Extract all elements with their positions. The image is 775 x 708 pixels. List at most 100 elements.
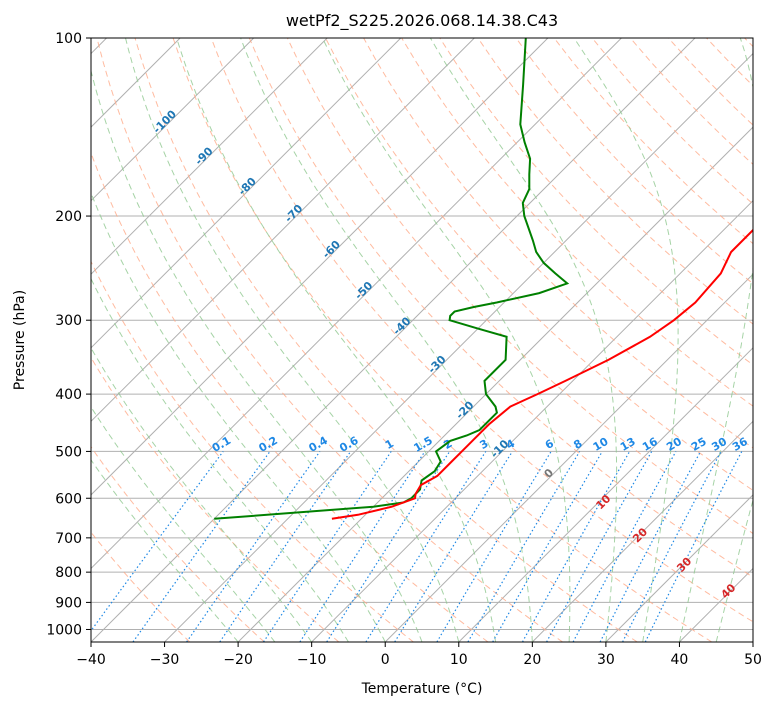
isotherm-line xyxy=(91,38,475,423)
y-tick-label: 700 xyxy=(55,531,82,547)
isotherm-line xyxy=(531,420,753,642)
moist-adiabat-line xyxy=(429,38,618,642)
temperature-series-line xyxy=(331,228,753,520)
isotherm-line xyxy=(458,347,753,642)
moist-adiabat-line xyxy=(91,277,349,642)
y-tick-label: 100 xyxy=(55,31,82,47)
isotherm-label: -50 xyxy=(352,279,375,302)
x-tick-label: 50 xyxy=(744,652,762,668)
y-tick-label: 500 xyxy=(55,444,82,460)
dry-adiabat-line xyxy=(286,38,753,535)
dry-adiabat-line xyxy=(325,38,753,491)
isotherm-label: -100 xyxy=(150,107,179,136)
moist-adiabat-line xyxy=(91,191,386,642)
x-tick-label: −40 xyxy=(76,652,106,668)
mixing-ratio-line xyxy=(436,451,552,642)
y-tick-label: 600 xyxy=(55,491,82,507)
y-tick-label: 900 xyxy=(55,595,82,611)
moist-adiabat-line xyxy=(176,38,497,642)
isotherm-line xyxy=(752,641,753,642)
mixing-ratio-line xyxy=(467,451,581,642)
mixing-ratio-line xyxy=(186,451,321,642)
y-tick-label: 800 xyxy=(55,565,82,581)
mixing-ratio-line xyxy=(572,451,677,642)
moist-adiabat-line xyxy=(91,406,276,642)
y-tick-label: 400 xyxy=(55,387,82,403)
isotherm-label: -80 xyxy=(236,175,259,198)
plot-frame xyxy=(90,37,754,643)
y-axis-label: Pressure (hPa) xyxy=(12,290,28,390)
x-axis-label: Temperature (°C) xyxy=(361,681,483,697)
isotherm-label: -70 xyxy=(282,202,305,225)
dry-adiabat-line xyxy=(744,38,753,48)
y-axis-ticks: 1000 900 800 700 600 500 400 300 200 100 xyxy=(46,31,91,638)
y-tick-label: 1000 xyxy=(46,622,82,638)
moist-adiabat-line xyxy=(573,38,679,642)
plot-area: 0.1 0.2 0.4 0.6 1 1.5 2 3 4 6 8 10 13 16 20 25 30 36-100-… xyxy=(91,38,753,642)
moist-adiabat-line xyxy=(322,38,571,642)
dry-adiabat-line xyxy=(210,38,753,623)
x-tick-label: −20 xyxy=(223,652,253,668)
isotherm-label: -40 xyxy=(390,314,413,337)
mixing-ratio-line xyxy=(394,451,513,642)
mixing-ratio-label: 6 xyxy=(543,437,556,452)
mixing-ratio-line xyxy=(521,451,631,642)
theta-label: 40 xyxy=(718,581,738,601)
dewpoint-series-line xyxy=(214,38,570,520)
isotherm-line xyxy=(237,126,753,642)
dry-adiabat-line xyxy=(91,151,489,642)
x-tick-label: 20 xyxy=(523,652,541,668)
dry-adiabat-line xyxy=(706,38,753,87)
chart-annotations: 0.1 0.2 0.4 0.6 1 1.5 2 3 4 6 8 10 13 16 20 25 30 36-100-… xyxy=(150,107,750,601)
moist-adiabat-line xyxy=(715,498,753,642)
mixing-ratio-line xyxy=(132,451,271,642)
isotherm-line xyxy=(91,38,402,349)
mixing-ratio-lines xyxy=(91,451,743,642)
dry-adiabat-line xyxy=(248,38,753,578)
dry-adiabat-lines xyxy=(91,38,753,642)
isotherm-line xyxy=(384,273,753,642)
isotherm-line xyxy=(91,38,622,570)
mixing-ratio-line xyxy=(644,451,743,642)
moist-adiabat-line xyxy=(91,458,239,642)
mixing-ratio-line xyxy=(219,451,352,642)
mixing-ratio-line xyxy=(599,451,702,642)
dry-adiabat-line xyxy=(134,38,638,642)
dry-adiabat-line xyxy=(515,38,753,285)
isotherm-line xyxy=(91,38,255,202)
y-tick-label: 300 xyxy=(55,313,82,329)
isotherm-line xyxy=(91,38,549,496)
mixing-ratio-line xyxy=(365,451,487,642)
isotherm-line xyxy=(311,199,753,642)
x-tick-label: 30 xyxy=(597,652,615,668)
x-tick-label: −10 xyxy=(297,652,327,668)
chart-title: wetPf2_S225.2026.068.14.38.C43 xyxy=(286,11,558,31)
moist-adiabat-line xyxy=(125,38,460,642)
x-tick-label: −30 xyxy=(150,652,180,668)
dry-adiabat-line xyxy=(591,38,753,205)
isotherm-line xyxy=(679,567,753,642)
isotherm-label: -30 xyxy=(425,353,448,376)
moist-adiabat-line xyxy=(678,38,753,642)
isotherm-line xyxy=(605,494,753,642)
moist-adiabat-line xyxy=(91,68,423,642)
dry-adiabat-line xyxy=(91,445,265,642)
mixing-ratio-line xyxy=(546,451,653,642)
isotherm-lines xyxy=(91,38,753,642)
isotherm-label: -90 xyxy=(192,144,215,167)
dry-adiabat-line xyxy=(96,38,563,642)
isotherm-line xyxy=(91,38,328,275)
y-tick-label: 200 xyxy=(55,209,82,225)
mixing-ratio-line xyxy=(262,451,392,642)
x-tick-label: 0 xyxy=(381,652,390,668)
mixing-ratio-line xyxy=(299,451,426,642)
isotherm-line xyxy=(91,38,696,642)
isotherm-label: -20 xyxy=(453,398,476,421)
dry-adiabat-line xyxy=(553,38,753,245)
isotherm-label: -60 xyxy=(320,238,343,261)
x-tick-label: 10 xyxy=(450,652,468,668)
dry-adiabat-line xyxy=(91,260,414,642)
x-tick-label: 40 xyxy=(671,652,689,668)
mixing-ratio-line xyxy=(326,451,451,642)
